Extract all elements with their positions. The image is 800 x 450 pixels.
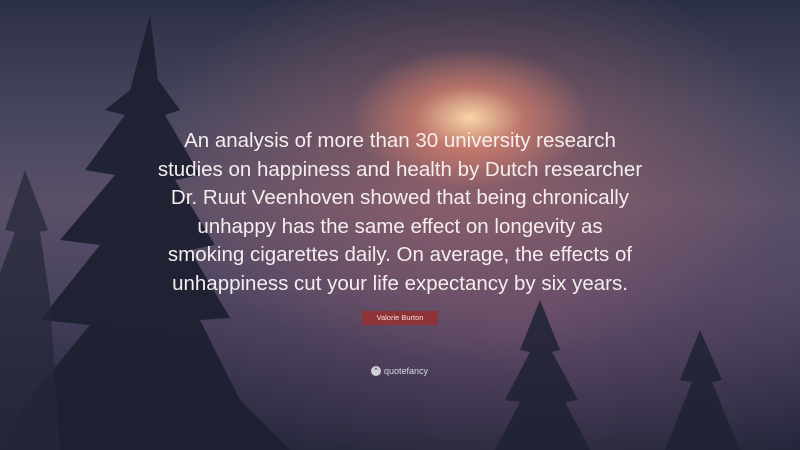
tree-silhouette-left [0,15,290,450]
quotefancy-logo[interactable]: ❝ quotefancy [371,365,428,377]
brand-name: quotefancy [384,366,429,376]
quote-line: studies on happiness and health by Dutch… [157,157,643,181]
quote-line: An analysis of more than 30 university r… [184,129,616,152]
author-badge[interactable]: Valorie Burton [362,311,438,325]
tree-silhouette-right [495,300,740,450]
quote-line: smoking cigarettes daily. On average, th… [167,243,633,266]
quote-text: An analysis of more than 30 university r… [40,127,760,298]
quote-marks-icon: ❝ [371,366,381,376]
quote-line: Dr. Ruut Veenhoven showed that being chr… [170,186,630,209]
quote-line: unhappy has the same effect on longevity… [197,214,603,238]
tree-silhouette-left-2 [0,170,60,450]
quote-line: unhappiness cut your life expectancy by … [172,271,628,295]
